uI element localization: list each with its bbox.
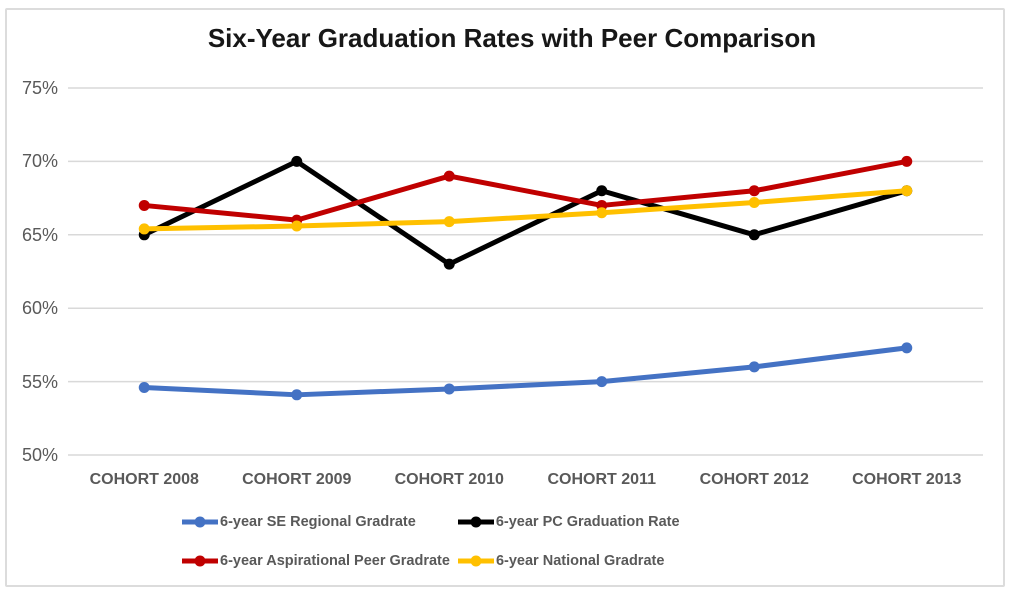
data-point-marker (443, 258, 455, 270)
y-tick-label: 50% (21, 445, 58, 465)
data-point-marker (748, 229, 760, 241)
data-point-marker (291, 220, 303, 232)
data-point-marker (748, 185, 760, 197)
data-point-marker (443, 216, 455, 228)
legend-item: 6-year PC Graduation Rate (457, 513, 680, 530)
data-point-marker (748, 361, 760, 373)
x-tick-label: COHORT 2012 (699, 471, 809, 488)
data-point-marker (901, 185, 913, 197)
x-tick-label: COHORT 2011 (547, 471, 656, 488)
data-point-marker (901, 342, 913, 354)
series-line (141, 188, 910, 232)
legend-line-marker-icon (182, 516, 218, 527)
y-tick-label: 75% (21, 78, 58, 98)
data-point-marker (291, 389, 303, 401)
data-point-marker (291, 155, 303, 167)
data-point-marker (443, 170, 455, 182)
data-point-marker (138, 381, 150, 393)
legend-label: 6-year Aspirational Peer Gradrate (220, 552, 450, 569)
series-line (141, 345, 910, 398)
chart-frame (5, 8, 1005, 587)
data-point-marker (596, 207, 608, 219)
legend-line-marker-icon (457, 555, 494, 566)
legend-line-marker-icon (182, 555, 218, 566)
y-tick-label: 60% (21, 298, 58, 319)
y-tick-label: 55% (21, 371, 58, 392)
legend-label: 6-year SE Regional Gradrate (220, 513, 416, 530)
legend-line-marker-icon (457, 516, 494, 527)
y-tick-label: 65% (21, 224, 58, 245)
legend-item: 6-year National Gradrate (457, 552, 665, 569)
data-point-marker (138, 199, 150, 211)
y-tick-label: 70% (21, 151, 58, 172)
data-point-marker (748, 197, 760, 209)
legend: 6-year SE Regional Gradrate 6-year PC Gra… (182, 511, 680, 571)
x-tick-label: COHORT 2009 (242, 471, 352, 488)
data-point-marker (138, 223, 150, 235)
x-tick-label: COHORT 2010 (394, 471, 504, 488)
legend-item: 6-year Aspirational Peer Gradrate (182, 553, 450, 569)
legend-row: 6-year SE Regional Gradrate 6-year PC Gra… (182, 511, 680, 532)
series-line (141, 158, 910, 223)
legend-item: 6-year SE Regional Gradrate (182, 514, 416, 530)
chart-title: Six-Year Graduation Rates with Peer Comp… (207, 23, 817, 53)
legend-row: 6-year Aspirational Peer Gradrate 6-year … (182, 550, 680, 571)
data-point-marker (901, 155, 913, 167)
x-tick-label: COHORT 2013 (852, 471, 962, 488)
x-axis: COHORT 2008 COHORT 2009 COHORT 2010 COHORT … (0, 468, 1024, 494)
legend-label: 6-year National Gradrate (495, 552, 665, 569)
data-point-marker (596, 185, 608, 197)
series-line (141, 158, 910, 267)
data-point-marker (596, 376, 608, 388)
data-point-marker (443, 383, 455, 395)
legend-label: 6-year PC Graduation Rate (495, 513, 680, 530)
x-tick-label: COHORT 2008 (89, 471, 199, 488)
